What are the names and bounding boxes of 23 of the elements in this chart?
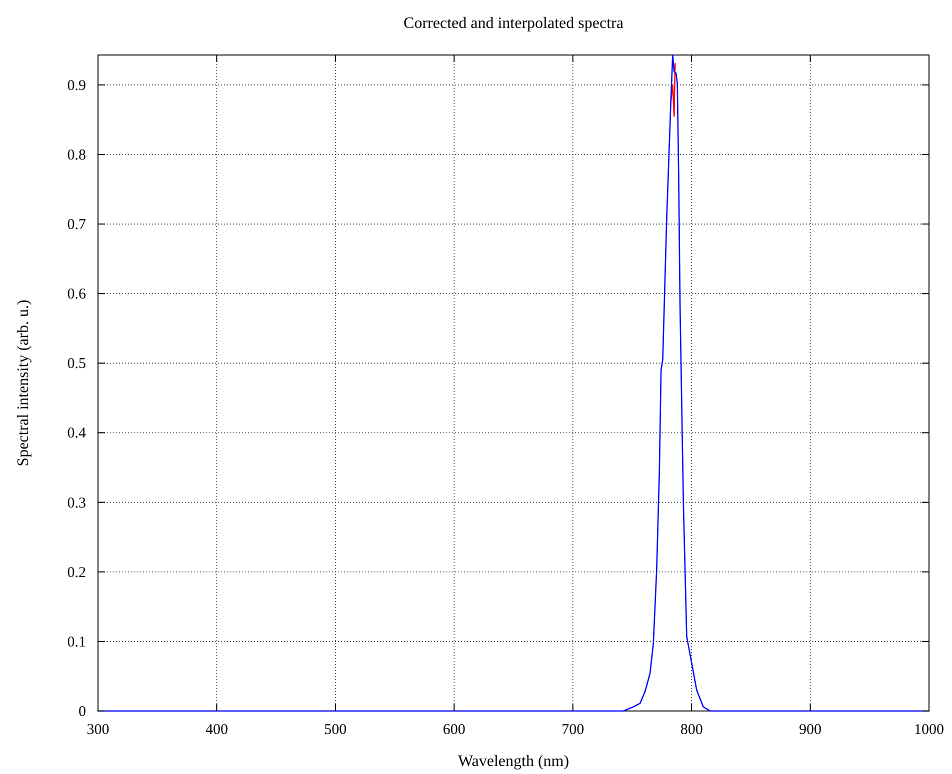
- x-axis-title: Wavelength (nm): [458, 753, 570, 770]
- x-tick-label: 700: [562, 722, 584, 738]
- x-tick-label: 1000: [914, 722, 944, 738]
- y-tick-label: 0.3: [67, 495, 86, 512]
- x-tick-label: 300: [86, 722, 110, 738]
- y-tick-label: 0.9: [67, 78, 86, 94]
- y-tick-label: 0.5: [67, 356, 86, 372]
- line-series: [97, 54, 930, 712]
- y-tick-label: 0.2: [67, 564, 86, 581]
- y-tick-label: 0.7: [67, 217, 86, 234]
- y-tick-label: 0.6: [67, 286, 86, 303]
- x-tick-label: 400: [205, 722, 228, 738]
- y-tick-label: 0: [78, 704, 86, 720]
- chart-title: Corrected and interpolated spectra: [404, 15, 624, 32]
- x-tick-label: 900: [799, 722, 822, 738]
- y-tick-label: 0.8: [67, 147, 86, 164]
- x-tick-label: 600: [442, 722, 466, 738]
- y-axis-title: Spectral intensity (arb. u.): [15, 300, 32, 466]
- x-tick-label: 800: [680, 722, 703, 738]
- x-tick-label: 500: [324, 722, 347, 738]
- line-series: [670, 62, 676, 117]
- y-tick-label: 0.1: [67, 634, 86, 650]
- y-tick-label: 0.4: [67, 426, 86, 442]
